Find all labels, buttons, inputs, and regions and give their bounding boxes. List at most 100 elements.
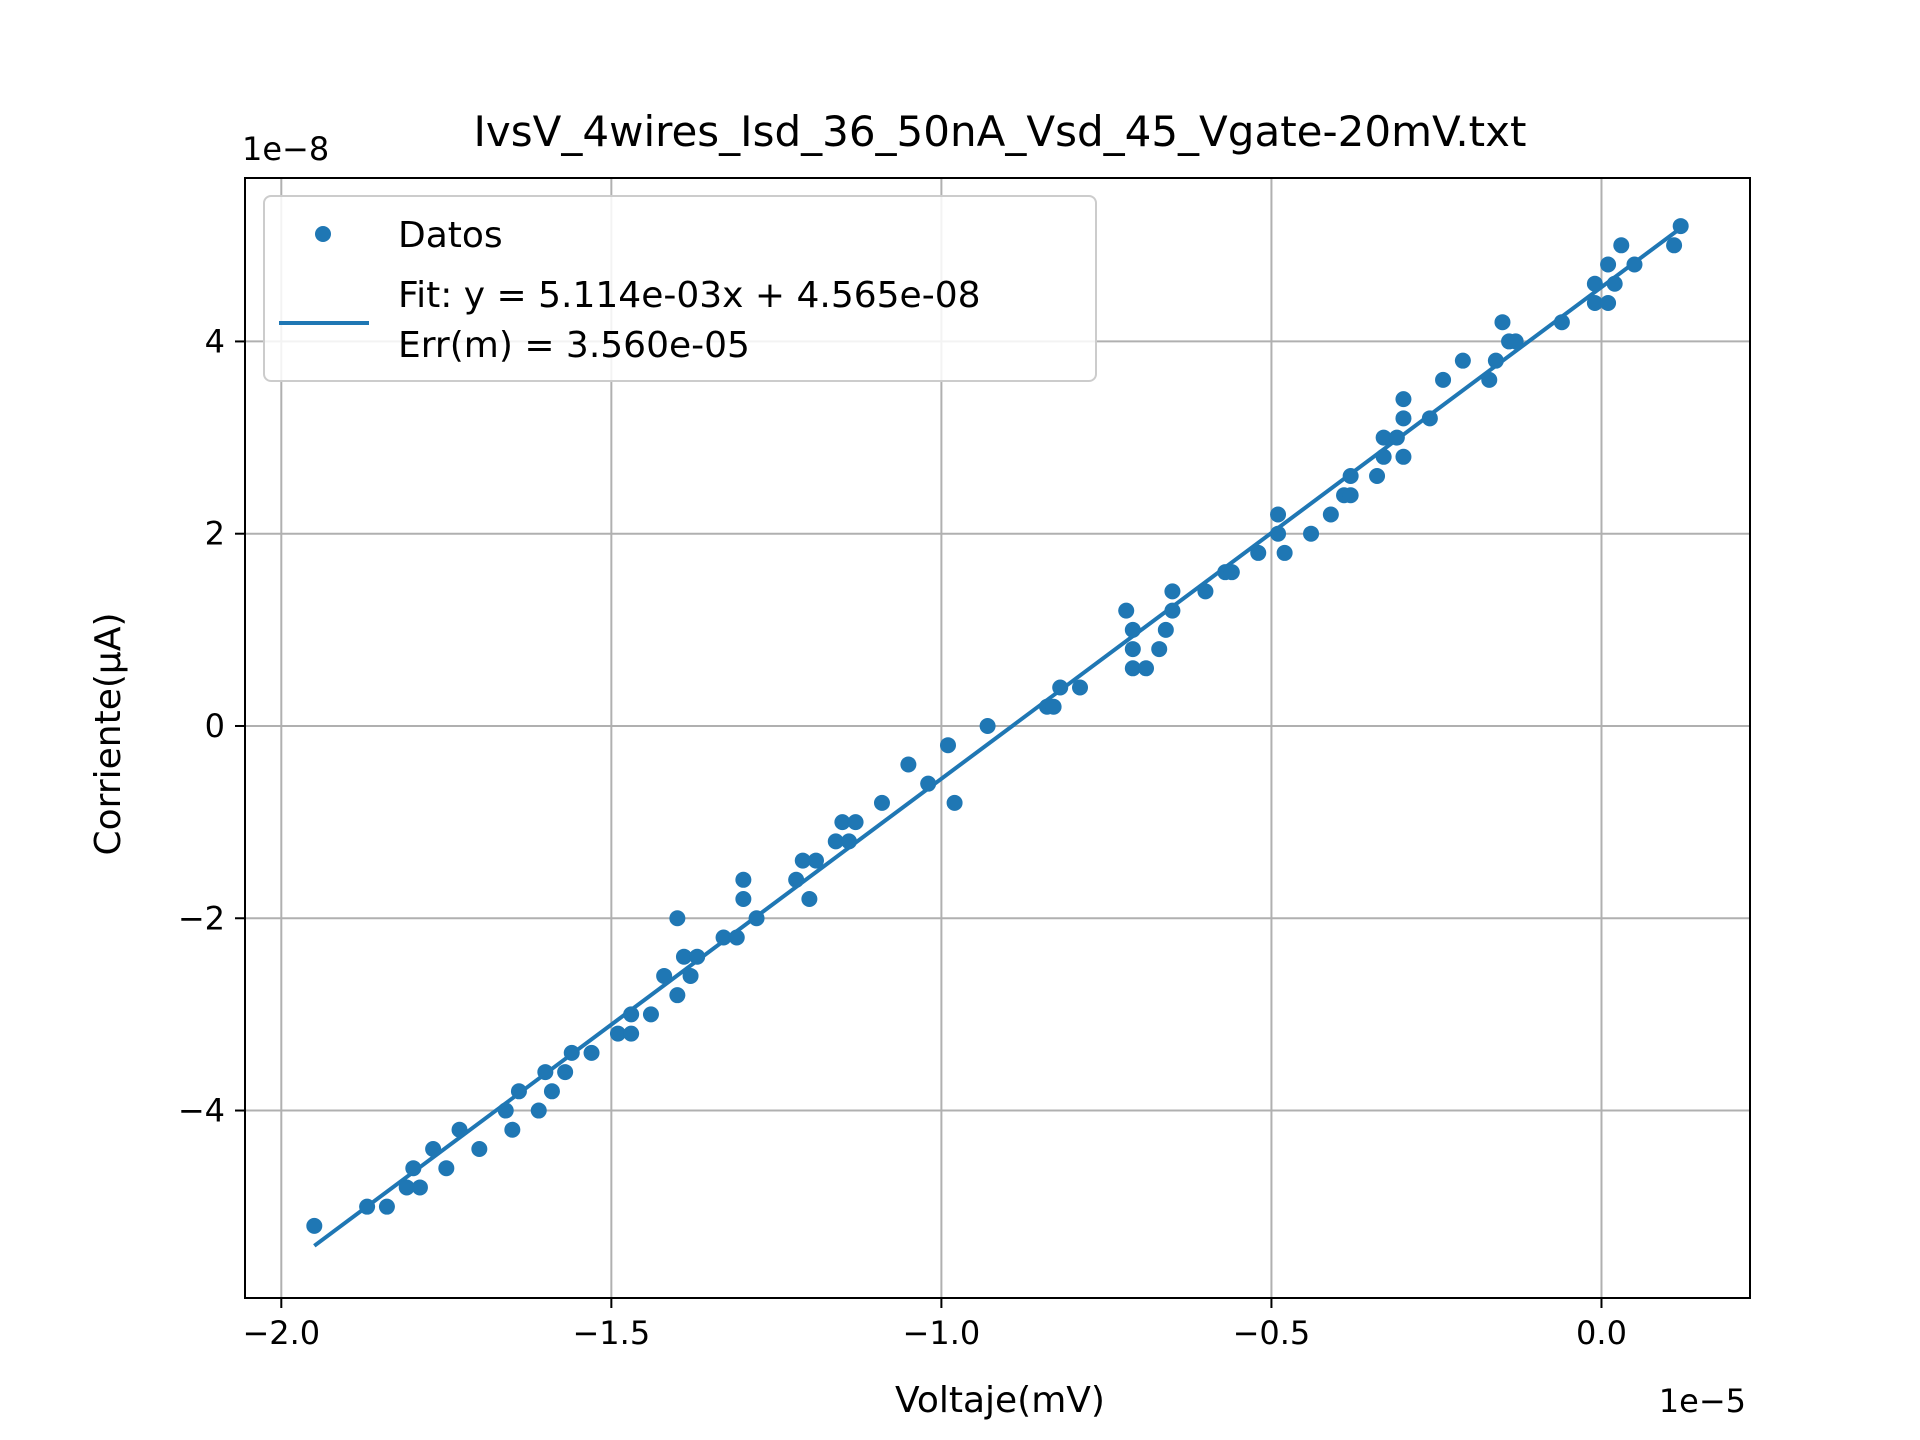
data-point	[939, 737, 956, 754]
data-series	[306, 218, 1689, 1234]
data-point	[471, 1140, 488, 1157]
data-point	[873, 794, 890, 811]
data-point	[1395, 448, 1412, 465]
data-point	[398, 1179, 415, 1196]
data-point	[1553, 314, 1570, 331]
data-point	[609, 1025, 626, 1042]
chart-title: IvsV_4wires_Isd_36_50nA_Vsd_45_Vgate-20m…	[474, 107, 1527, 156]
plot-frame	[244, 177, 1751, 1299]
data-point	[1138, 660, 1155, 677]
y-tick-label: 2	[205, 515, 225, 553]
data-point	[1250, 544, 1267, 561]
data-point	[788, 871, 805, 888]
data-point	[1157, 621, 1174, 638]
data-point	[1395, 410, 1412, 427]
data-point	[1164, 602, 1181, 619]
data-point	[1322, 506, 1339, 523]
data-point	[504, 1121, 521, 1138]
data-point	[834, 814, 851, 831]
x-tick-label: −2.0	[242, 1314, 320, 1352]
data-point	[623, 1006, 640, 1023]
data-point	[1197, 583, 1214, 600]
data-point	[405, 1160, 422, 1177]
data-point	[583, 1044, 600, 1061]
data-point	[847, 814, 864, 831]
data-point	[1270, 525, 1287, 542]
x-axis-label: Voltaje(mV)	[895, 1380, 1105, 1421]
legend-marker-datos	[315, 226, 331, 242]
data-point	[1672, 218, 1689, 235]
y-tick-label: 4	[205, 322, 225, 360]
data-point	[378, 1198, 395, 1215]
y-axis: −4 −2 0 2 4	[178, 322, 245, 1130]
data-point	[669, 910, 686, 927]
data-point	[1395, 391, 1412, 408]
data-point	[682, 967, 699, 984]
data-point	[1303, 525, 1320, 542]
data-point	[1124, 641, 1141, 658]
data-point	[497, 1102, 514, 1119]
data-point	[1045, 698, 1062, 715]
data-point	[689, 948, 706, 965]
data-point	[563, 1044, 580, 1061]
data-point	[1270, 506, 1287, 523]
data-point	[728, 929, 745, 946]
x-axis: −2.0 −1.5 −1.0 −0.5 0.0	[242, 1298, 1627, 1352]
data-point	[1626, 256, 1643, 273]
data-point	[1342, 487, 1359, 504]
data-point	[1507, 333, 1524, 350]
x-offset-label: 1e−5	[1659, 1382, 1746, 1420]
data-point	[543, 1083, 560, 1100]
y-offset-label: 1e−8	[242, 130, 329, 168]
data-point	[794, 852, 811, 869]
y-tick-label: 0	[205, 707, 225, 745]
legend: Datos Fit: y = 5.114e-03x + 4.565e-08 Er…	[263, 195, 1097, 382]
data-point	[1494, 314, 1511, 331]
data-point	[807, 852, 824, 869]
data-point	[1072, 679, 1089, 696]
data-point	[920, 775, 937, 792]
y-tick-label: −4	[178, 1092, 225, 1130]
data-point	[1124, 660, 1141, 677]
data-point	[1276, 544, 1293, 561]
data-point	[1342, 468, 1359, 485]
legend-label-fit-equation: Fit: y = 5.114e-03x + 4.565e-08	[398, 275, 981, 316]
data-point	[735, 891, 752, 908]
data-point	[1375, 429, 1392, 446]
data-point	[1606, 275, 1623, 292]
data-point	[1052, 679, 1069, 696]
data-point	[840, 833, 857, 850]
data-point	[1435, 371, 1452, 388]
data-point	[1375, 448, 1392, 465]
data-point	[801, 891, 818, 908]
legend-box	[263, 195, 1097, 382]
data-point	[1223, 564, 1240, 581]
data-point	[1454, 352, 1471, 369]
data-point	[1118, 602, 1135, 619]
x-tick-label: 0.0	[1576, 1314, 1627, 1352]
data-point	[1481, 371, 1498, 388]
data-point	[715, 929, 732, 946]
x-tick-label: −0.5	[1233, 1314, 1311, 1352]
data-point	[1613, 237, 1630, 254]
data-point	[1369, 468, 1386, 485]
data-point	[656, 967, 673, 984]
data-point	[642, 1006, 659, 1023]
data-point	[1600, 256, 1617, 273]
data-point	[946, 794, 963, 811]
data-point	[557, 1064, 574, 1081]
data-point	[827, 833, 844, 850]
data-point	[748, 910, 765, 927]
data-point	[530, 1102, 547, 1119]
x-tick-label: −1.0	[903, 1314, 981, 1352]
data-point	[623, 1025, 640, 1042]
data-point	[1151, 641, 1168, 658]
data-point	[1600, 294, 1617, 311]
data-point	[510, 1083, 527, 1100]
data-point	[451, 1121, 468, 1138]
data-point	[1666, 237, 1683, 254]
data-point	[735, 871, 752, 888]
data-point	[425, 1140, 442, 1157]
data-point	[1388, 429, 1405, 446]
